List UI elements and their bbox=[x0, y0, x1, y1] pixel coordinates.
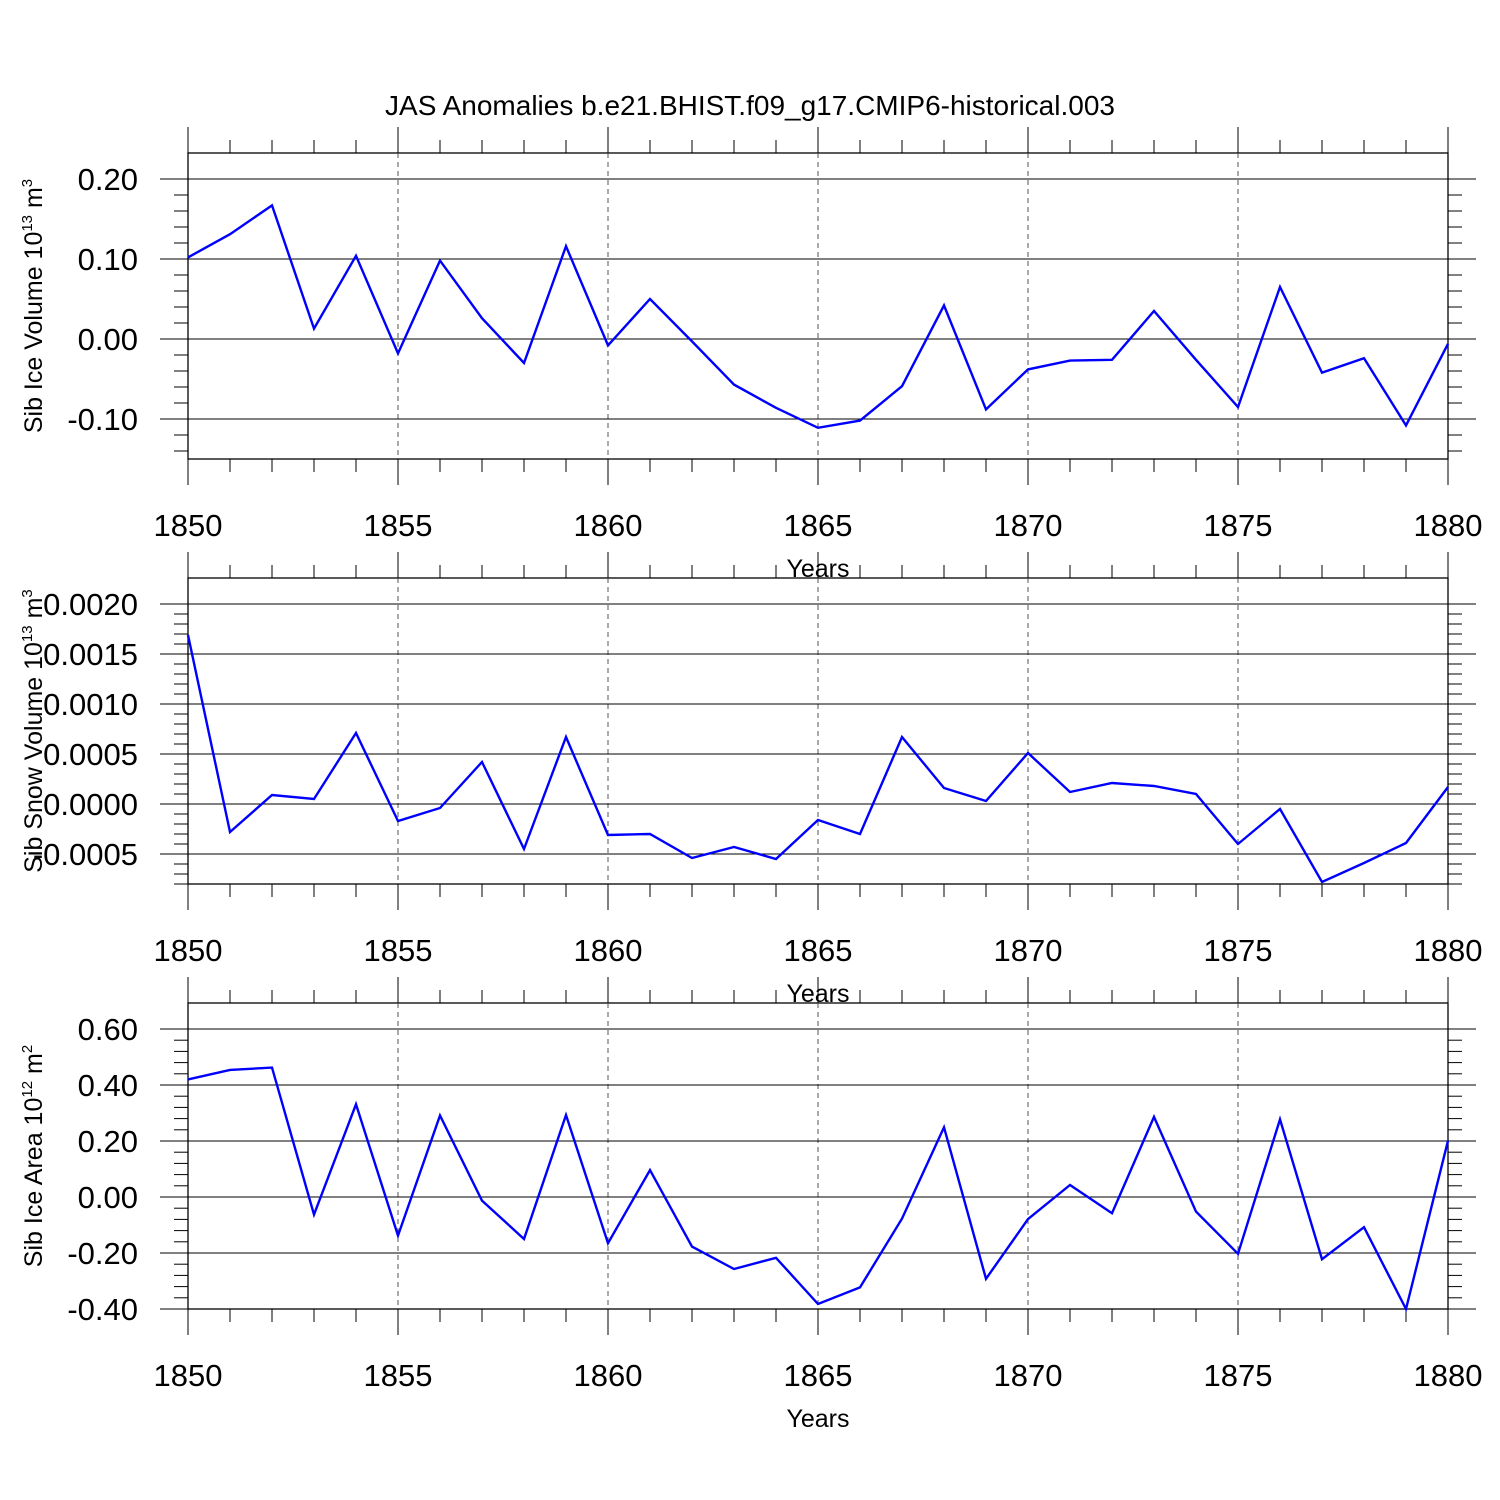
y-tick-label: 0.20 bbox=[78, 162, 138, 197]
y-axis-title-exponent: 13 bbox=[19, 625, 36, 642]
series-line bbox=[187, 203, 1450, 430]
y-axis-title-unit-exponent: 3 bbox=[19, 179, 36, 187]
y-axis-title-unit: m bbox=[20, 598, 48, 626]
y-axis-title-unit-exponent: 3 bbox=[19, 589, 36, 597]
y-tick-label: -0.20 bbox=[67, 1236, 138, 1271]
chart-panel-1: 1850 1855 1860 1865 1870 1875 1880 -0.10 0.00 0.1… bbox=[19, 127, 1482, 583]
y-tick-label: 0.10 bbox=[78, 242, 138, 277]
series-line bbox=[186, 634, 1449, 884]
y-axis-title-exponent: 12 bbox=[19, 1081, 36, 1098]
x-tick-label: 1875 bbox=[1204, 1358, 1273, 1393]
y-axis-title-unit: m bbox=[20, 187, 48, 215]
y-tick-label: 0.60 bbox=[78, 1012, 138, 1047]
figure-title: JAS Anomalies b.e21.BHIST.f09_g17.CMIP6-… bbox=[385, 90, 1115, 121]
y-axis-title-unit-exponent: 2 bbox=[19, 1045, 36, 1053]
x-tick-label: 1875 bbox=[1204, 508, 1273, 543]
y-tick-label: 0.0000 bbox=[43, 787, 138, 822]
x-tick-label: 1880 bbox=[1414, 933, 1483, 968]
x-tick-label: 1865 bbox=[784, 933, 853, 968]
x-tick-label: 1870 bbox=[994, 508, 1063, 543]
y-axis-title-unit: m bbox=[20, 1053, 48, 1081]
x-tick-label: 1865 bbox=[784, 508, 853, 543]
y-tick-label: -0.0005 bbox=[33, 837, 138, 872]
x-tick-label: 1870 bbox=[994, 1358, 1063, 1393]
y-tick-label: 0.0010 bbox=[43, 687, 138, 722]
y-axis-title: Sib Ice Volume 1013 m3 bbox=[19, 179, 48, 433]
x-tick-label: 1850 bbox=[154, 933, 223, 968]
y-axis-title-main: Sib Ice Area 10 bbox=[20, 1098, 48, 1268]
y-axis-title: Sib Snow Volume 1013 m3 bbox=[19, 589, 48, 873]
x-tick-label: 1850 bbox=[154, 1358, 223, 1393]
x-tick-label: 1860 bbox=[574, 1358, 643, 1393]
panels: 1850 1855 1860 1865 1870 1875 1880 -0.10 0.00 0.1… bbox=[19, 127, 1482, 1433]
x-tick-label: 1870 bbox=[994, 933, 1063, 968]
x-tick-label: 1860 bbox=[574, 933, 643, 968]
y-tick-label: 0.40 bbox=[78, 1068, 138, 1103]
x-tick-label: 1875 bbox=[1204, 933, 1273, 968]
x-tick-label: 1880 bbox=[1414, 508, 1483, 543]
x-tick-label: 1855 bbox=[364, 933, 433, 968]
chart-panel-2: 1850 1855 1860 1865 1870 1875 1880 -0.0005 0.000… bbox=[19, 552, 1482, 1008]
x-tick-label: 1880 bbox=[1414, 1358, 1483, 1393]
x-tick-label: 1860 bbox=[574, 508, 643, 543]
y-tick-label: -0.10 bbox=[67, 402, 138, 437]
x-tick-label: 1855 bbox=[364, 508, 433, 543]
y-tick-label: 0.20 bbox=[78, 1124, 138, 1159]
y-tick-label: 0.0020 bbox=[43, 587, 138, 622]
y-axis-title-main: Sib Ice Volume 10 bbox=[20, 232, 48, 434]
y-tick-label: 0.00 bbox=[78, 1180, 138, 1215]
y-axis-title-exponent: 13 bbox=[19, 215, 36, 232]
x-tick-label: 1865 bbox=[784, 1358, 853, 1393]
series-line bbox=[187, 1066, 1450, 1313]
x-tick-label: 1855 bbox=[364, 1358, 433, 1393]
y-tick-label: 0.00 bbox=[78, 322, 138, 357]
y-axis-title-main: Sib Snow Volume 10 bbox=[20, 642, 48, 873]
chart-panel-3: 1850 1855 1860 1865 1870 1875 1880 -0.40 -0.20 0.… bbox=[19, 977, 1482, 1433]
x-tick-label: 1850 bbox=[154, 508, 223, 543]
y-axis-title: Sib Ice Area 1012 m2 bbox=[19, 1045, 48, 1267]
x-axis-title: Years bbox=[786, 1405, 849, 1433]
y-tick-label: -0.40 bbox=[67, 1292, 138, 1327]
y-tick-label: 0.0005 bbox=[43, 737, 138, 772]
y-tick-label: 0.0015 bbox=[43, 637, 138, 672]
